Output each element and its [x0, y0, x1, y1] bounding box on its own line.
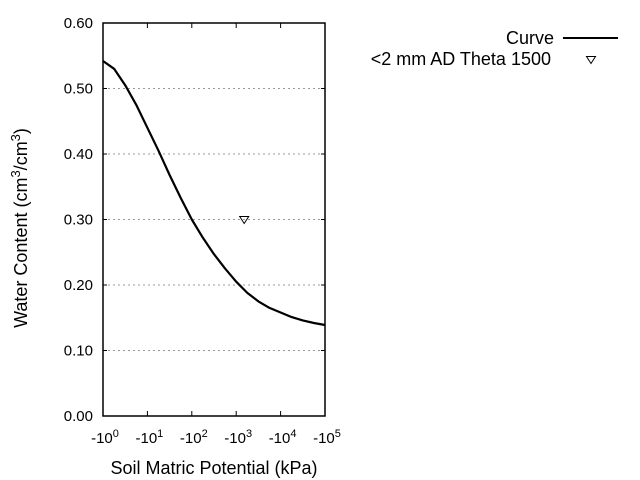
x-tick-label: -103	[224, 428, 252, 447]
x-axis-title: Soil Matric Potential (kPa)	[110, 458, 317, 478]
x-axis: -100 -101 -102 -103 -104 -105	[91, 23, 341, 447]
legend-label-curve: Curve	[506, 28, 554, 48]
y-tick-label: 0.00	[64, 408, 93, 425]
x-tick-label: -104	[269, 428, 297, 447]
x-tick-label: -101	[135, 428, 163, 447]
y-tick-label: 0.40	[64, 146, 93, 163]
y-tick-label: 0.10	[64, 343, 93, 360]
scatter-points	[238, 216, 250, 225]
x-tick-label: -105	[313, 428, 341, 447]
x-tick-label: -102	[180, 428, 208, 447]
y-tick-label: 0.50	[64, 81, 93, 98]
y-gridlines	[103, 88, 325, 351]
y-axis-title: Water Content (cm3/cm3)	[8, 128, 31, 328]
y-tick-label: 0.60	[64, 15, 93, 32]
x-tick-label: -100	[91, 428, 119, 447]
legend-label-points: <2 mm AD Theta 1500	[371, 49, 551, 69]
y-tick-label: 0.20	[64, 277, 93, 294]
y-tick-label: 0.30	[64, 212, 93, 229]
legend-triangle-down-icon	[585, 56, 597, 65]
curve-line	[102, 60, 326, 327]
legend: Curve <2 mm AD Theta 1500	[371, 28, 618, 69]
y-axis: 0.00 0.10 0.20 0.30 0.40 0.50 0.60	[64, 15, 325, 425]
triangle-down-marker	[238, 216, 250, 225]
